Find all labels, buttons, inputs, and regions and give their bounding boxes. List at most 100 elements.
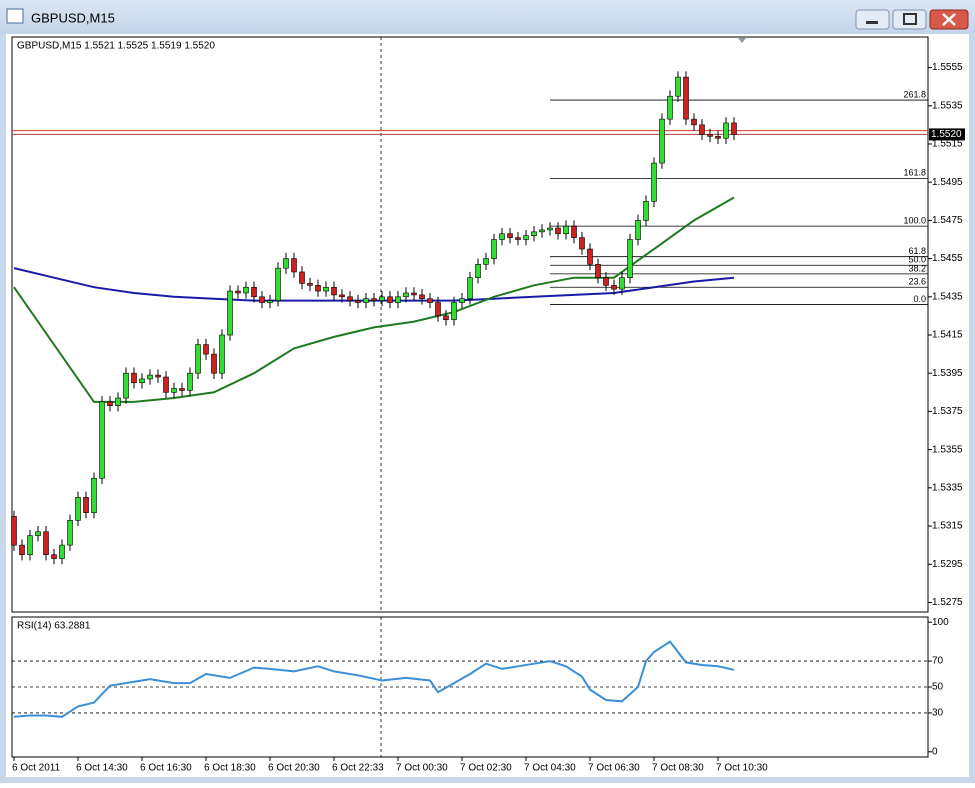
candle-body bbox=[675, 76, 681, 97]
candle-body bbox=[131, 372, 137, 384]
candle-body bbox=[347, 296, 353, 301]
candle-body bbox=[395, 296, 401, 303]
panel-title: GBPUSD,M15 1.5521 1.5525 1.5519 1.5520 bbox=[17, 41, 215, 52]
candle-body bbox=[683, 76, 689, 120]
candle-body bbox=[571, 225, 577, 238]
candle-body bbox=[707, 134, 713, 137]
candle-body bbox=[227, 290, 233, 336]
candle-body bbox=[251, 286, 257, 298]
fibo-label: 50.0 bbox=[908, 255, 926, 265]
fibo-label: 161.8 bbox=[903, 168, 926, 178]
y-tick-label: 1.5475 bbox=[932, 215, 963, 226]
candle-body bbox=[115, 397, 121, 406]
candle-body bbox=[651, 162, 657, 202]
window-title: GBPUSD,M15 bbox=[31, 10, 115, 25]
candle-body bbox=[715, 136, 721, 139]
y-tick-label: 1.5415 bbox=[932, 330, 963, 341]
candle-body bbox=[259, 296, 265, 303]
candle-body bbox=[603, 277, 609, 286]
candle-body bbox=[83, 497, 89, 513]
x-tick-label: 6 Oct 16:30 bbox=[140, 763, 192, 774]
y-tick-label: 1.5455 bbox=[932, 253, 963, 264]
main-panel bbox=[11, 36, 929, 613]
minimize-button[interactable] bbox=[855, 9, 890, 30]
candle-body bbox=[635, 220, 641, 240]
candle-body bbox=[267, 300, 273, 303]
candle-body bbox=[403, 292, 409, 298]
title-bar bbox=[0, 0, 975, 34]
candle-body bbox=[579, 237, 585, 250]
candle-body bbox=[627, 239, 633, 278]
candle-body bbox=[723, 122, 729, 139]
candle-body bbox=[699, 124, 705, 135]
candle-body bbox=[171, 388, 177, 393]
y-tick-label: 1.5435 bbox=[932, 291, 963, 302]
y-tick-label: 1.5375 bbox=[932, 406, 963, 417]
candle-body bbox=[363, 298, 369, 303]
indicator-line bbox=[13, 196, 735, 403]
candle-body bbox=[195, 344, 201, 374]
candle-body bbox=[435, 302, 441, 317]
candle-body bbox=[499, 233, 505, 240]
candle-body bbox=[75, 497, 81, 521]
candle-body bbox=[51, 554, 57, 559]
indicator-line bbox=[13, 640, 735, 718]
candle-body bbox=[587, 248, 593, 265]
fibo-label: 38.2 bbox=[908, 263, 926, 273]
x-tick-label: 7 Oct 08:30 bbox=[652, 763, 704, 774]
y-tick-label: 1.5515 bbox=[932, 139, 963, 150]
fibo-label: 261.8 bbox=[903, 89, 926, 99]
candle-body bbox=[731, 122, 737, 135]
candle-body bbox=[691, 118, 697, 126]
x-tick-label: 7 Oct 02:30 bbox=[460, 763, 512, 774]
candle-body bbox=[139, 378, 145, 384]
candle-body bbox=[331, 286, 337, 296]
close-button[interactable] bbox=[929, 9, 969, 30]
x-tick-label: 7 Oct 10:30 bbox=[716, 763, 768, 774]
candle-body bbox=[59, 544, 65, 559]
candle-body bbox=[27, 535, 33, 555]
candle-body bbox=[67, 520, 73, 546]
candle-body bbox=[475, 264, 481, 278]
candle-body bbox=[387, 296, 393, 303]
y-tick-label: 1.5335 bbox=[932, 482, 963, 493]
window-icon bbox=[6, 8, 24, 24]
candle-body bbox=[307, 283, 313, 286]
candle-body bbox=[443, 315, 449, 321]
candle-body bbox=[371, 298, 377, 301]
candle-body bbox=[643, 200, 649, 221]
candle-body bbox=[299, 271, 305, 284]
x-tick-label: 6 Oct 22:33 bbox=[332, 763, 384, 774]
candle-body bbox=[155, 374, 161, 378]
candle-body bbox=[91, 477, 97, 513]
y-tick-label: 1.5395 bbox=[932, 368, 963, 379]
y-tick-label: 70 bbox=[932, 656, 944, 667]
fibo-label: 0.0 bbox=[913, 294, 926, 304]
candle-body bbox=[243, 286, 249, 294]
candle-body bbox=[203, 344, 209, 355]
candle-body bbox=[283, 258, 289, 269]
candle-body bbox=[515, 237, 521, 240]
fibo-label: 61.8 bbox=[908, 246, 926, 256]
x-tick-label: 6 Oct 2011 bbox=[12, 763, 61, 774]
candle-body bbox=[459, 298, 465, 303]
candle-body bbox=[467, 277, 473, 300]
candle-body bbox=[547, 227, 553, 231]
candle-body bbox=[507, 233, 513, 238]
candle-body bbox=[99, 401, 105, 479]
candle-body bbox=[427, 298, 433, 303]
y-tick-label: 0 bbox=[932, 746, 938, 757]
candle-body bbox=[667, 95, 673, 120]
x-tick-label: 6 Oct 20:30 bbox=[268, 763, 320, 774]
y-tick-label: 1.5495 bbox=[932, 177, 963, 188]
y-tick-label: 1.5295 bbox=[932, 559, 963, 570]
candle-body bbox=[523, 235, 529, 240]
candle-body bbox=[379, 296, 385, 301]
maximize-button[interactable] bbox=[892, 9, 927, 30]
candle-body bbox=[491, 239, 497, 259]
candle-body bbox=[555, 227, 561, 235]
candle-body bbox=[611, 285, 617, 290]
x-tick-label: 6 Oct 14:30 bbox=[76, 763, 128, 774]
y-tick-label: 30 bbox=[932, 708, 944, 719]
price-tag-label: 1.5520 bbox=[931, 129, 962, 140]
